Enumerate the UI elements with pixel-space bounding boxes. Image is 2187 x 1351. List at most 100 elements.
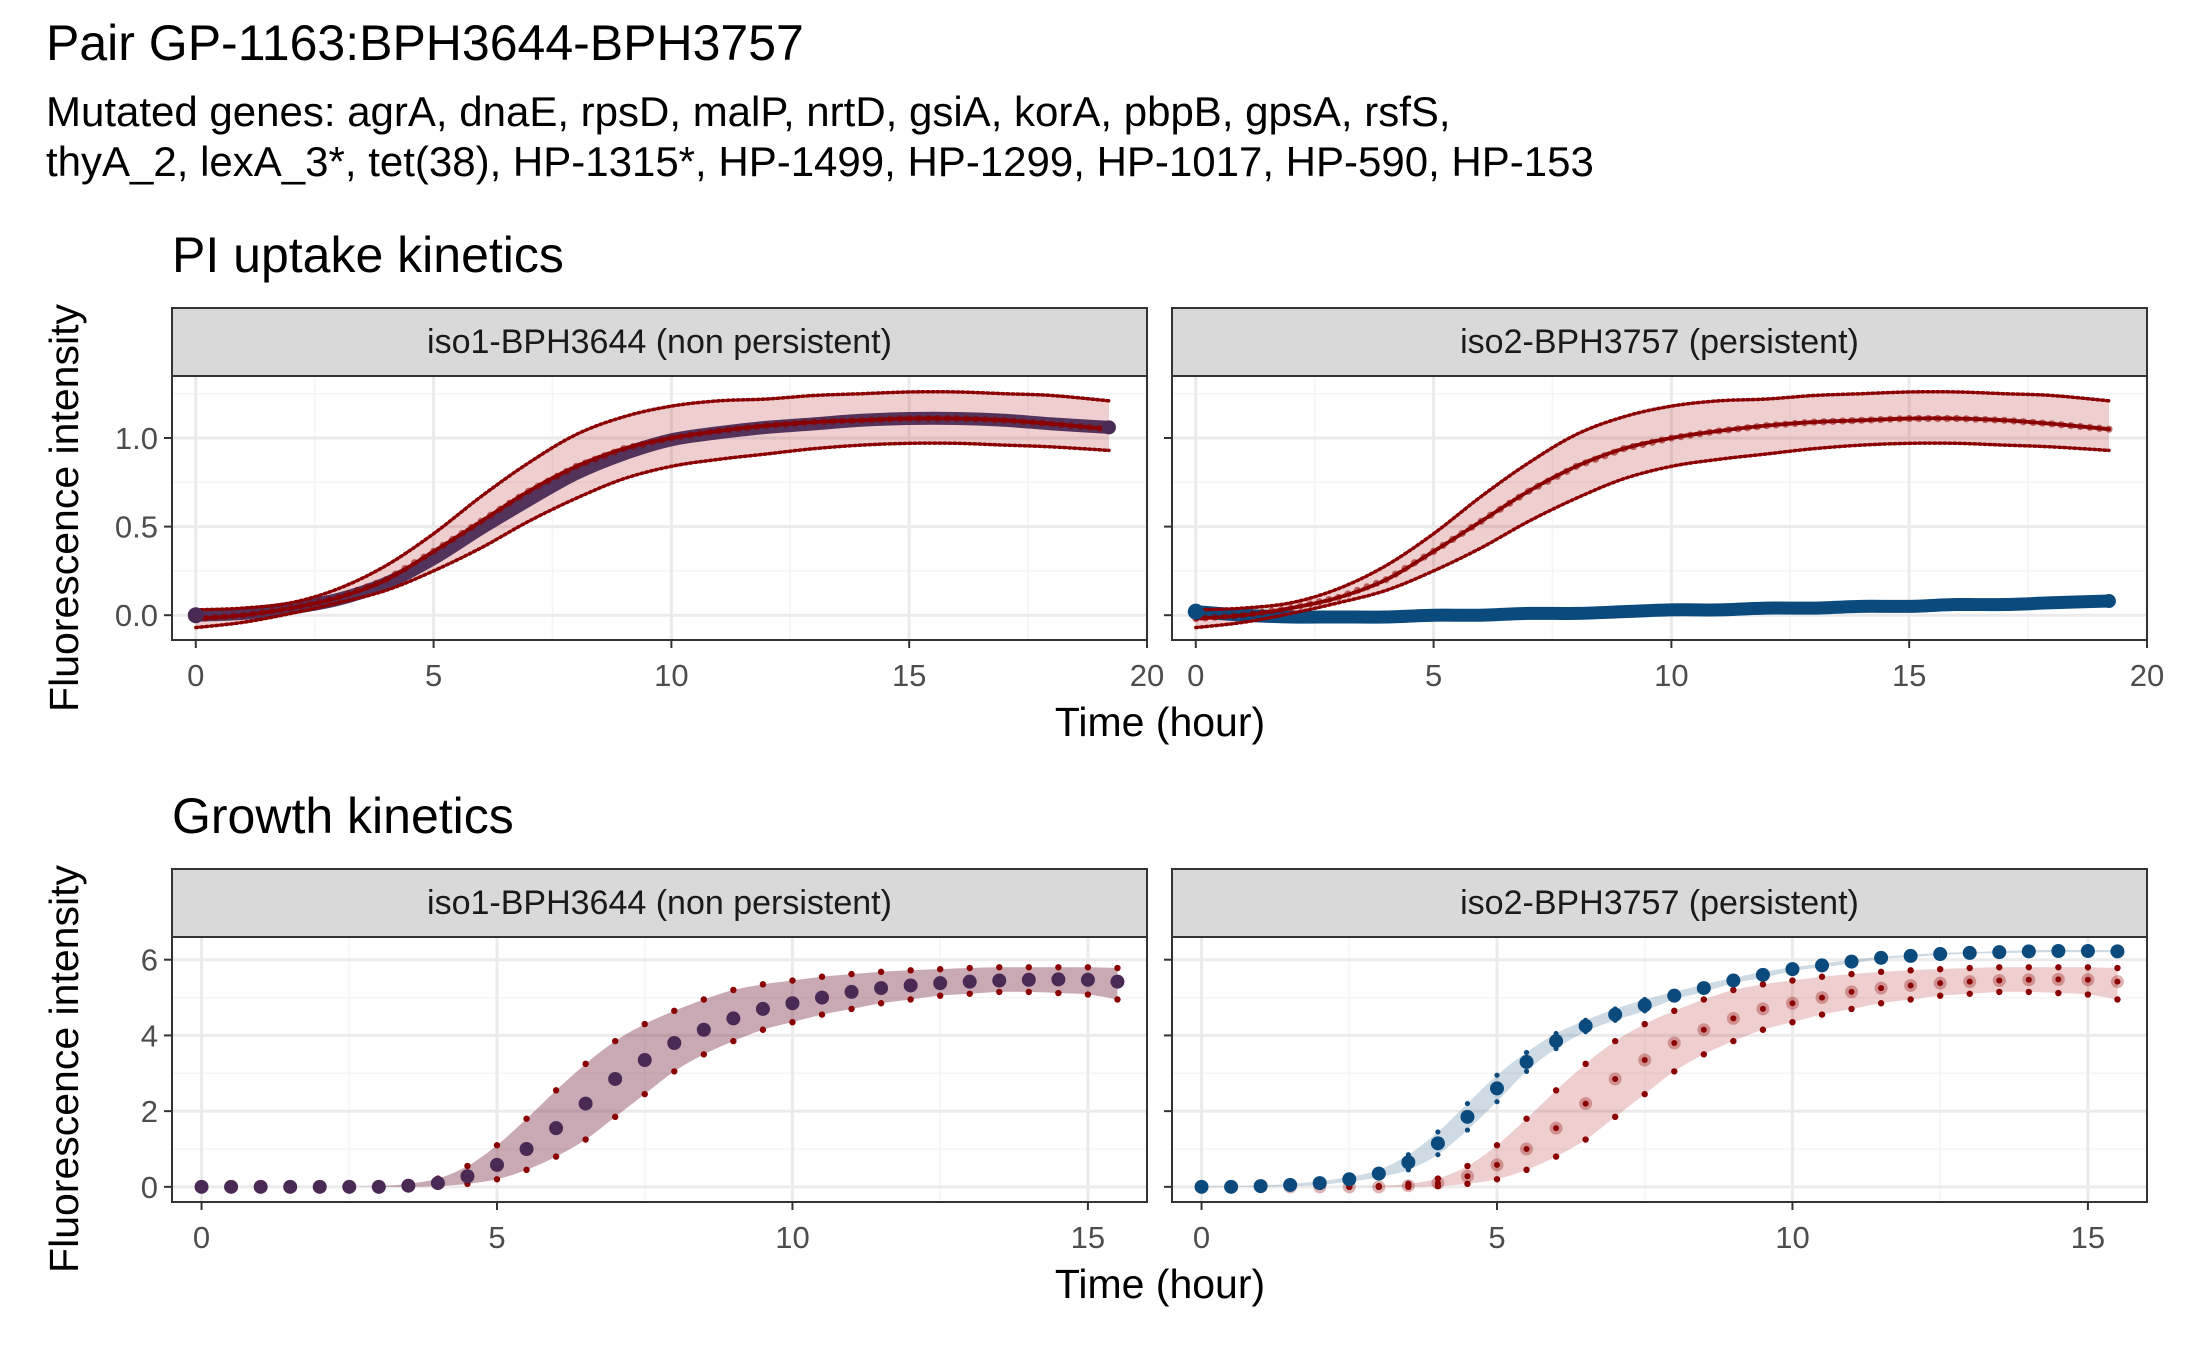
isolate-mean-point (549, 1121, 564, 1136)
reference-point (1724, 426, 1733, 434)
x-tick-label: 5 (488, 1220, 505, 1255)
reference-point (496, 505, 504, 513)
reference-point (705, 428, 714, 436)
reference-point (1010, 417, 1018, 425)
reference-point (743, 424, 752, 432)
reference-point (1572, 462, 1580, 470)
isolate-mean-point (312, 1179, 327, 1194)
reference-point (848, 417, 856, 425)
x-tick-label: 0 (1193, 1220, 1210, 1255)
x-tick-label: 15 (1071, 1220, 1105, 1255)
reference-upper-point (877, 968, 885, 976)
reference-point (829, 417, 837, 425)
isolate-mean-point (1962, 945, 1977, 960)
panel-border (171, 936, 1148, 1203)
reference-lower-point (2114, 996, 2121, 1003)
reference-point (867, 416, 875, 424)
reference-point (1019, 418, 1027, 426)
reference-point (734, 425, 742, 433)
x-tick-label: 10 (1775, 1220, 1809, 1255)
reference-point (2057, 421, 2065, 429)
reference-point (934, 414, 942, 423)
reference-point (1734, 425, 1742, 433)
x-tick-label: 0 (187, 658, 204, 693)
isolate-mean-point (992, 973, 1007, 988)
reference-upper-line (1194, 389, 2111, 612)
reference-lower-point (848, 1005, 855, 1013)
reference-point (1658, 436, 1666, 444)
reference-point (553, 472, 561, 480)
reference-lower-point (552, 1153, 560, 1160)
isolate-mean-point (1815, 958, 1829, 973)
reference-point (2019, 418, 2027, 426)
reference-point (1439, 541, 1447, 549)
reference-point (639, 440, 647, 448)
reference-point (858, 416, 866, 424)
x-tick-label: 15 (892, 658, 926, 693)
reference-upper-point (1671, 1007, 1678, 1015)
reference-point (762, 422, 771, 430)
reference-lower-point (1055, 989, 1062, 997)
isolate-mean-point (1224, 1179, 1239, 1194)
isolate-mean-point (1401, 1155, 1416, 1170)
y-axis-label-growth: Fluorescence intensity (41, 865, 87, 1273)
reference-lower-point (1641, 1090, 1648, 1098)
figure-subtitle-line2: thyA_2, lexA_3*, tet(38), HP-1315*, HP-1… (46, 138, 1594, 185)
reference-point (629, 442, 637, 451)
reference-mean-point (2055, 976, 2062, 983)
facet-strip (1171, 868, 2148, 938)
isolate-lower-point (1464, 1127, 1471, 1133)
reference-point (1306, 600, 1314, 608)
x-tick-label: 0 (1187, 658, 1204, 693)
isolate-mean-point (1992, 945, 2007, 960)
reference-point (2038, 419, 2046, 427)
reference-point (515, 493, 523, 501)
isolate-upper-point (1464, 1100, 1471, 1107)
y-tick-label: 0.5 (115, 510, 158, 545)
reference-upper-point (1996, 964, 2003, 971)
isolate-mean-point (2110, 944, 2125, 959)
reference-point (468, 523, 476, 531)
reference-point (753, 423, 761, 431)
reference-point (1772, 421, 1780, 429)
y-tick-label: 0.0 (115, 598, 158, 633)
reference-point (1038, 419, 1046, 427)
isolate-mean-point (1460, 1109, 1475, 1124)
reference-upper-point (996, 964, 1003, 971)
reference-point (1972, 415, 1980, 423)
isolate-mean-point (1080, 972, 1095, 987)
reference-lower-point (1907, 996, 1914, 1003)
reference-point (1353, 586, 1362, 594)
isolate-mean-point (1371, 1166, 1386, 1181)
isolate-upper-point (1435, 1129, 1441, 1135)
isolate-mean-point (1430, 1136, 1445, 1151)
reference-point (1515, 493, 1523, 501)
reference-point (1239, 611, 1247, 619)
reference-lower-point (1084, 991, 1092, 998)
chart-panels: iso1-BPH3644 (non persistent)0 5 10 15 200.0… (115, 307, 2164, 1255)
reference-point (353, 586, 362, 594)
reference-upper-line (194, 389, 1111, 612)
reference-point (1858, 416, 1866, 424)
reference-upper-point (671, 1007, 678, 1015)
isolate-mean-point (667, 1036, 682, 1050)
reference-point (401, 564, 409, 573)
reference-mean-point (1671, 1040, 1678, 1046)
reference-point (334, 593, 343, 602)
reference-ribbon (1201, 967, 2118, 1187)
reference-lower-point (2055, 989, 2062, 997)
reference-point (915, 414, 923, 423)
reference-point (1686, 431, 1695, 439)
reference-lower-point (936, 992, 944, 999)
facet-strip-label: iso2-BPH3757 (persistent) (1460, 323, 1859, 361)
reference-point (458, 529, 466, 537)
y-tick-label: 0 (141, 1170, 158, 1205)
reference-lower-point (996, 988, 1003, 996)
isolate-mean-point (726, 1011, 741, 1026)
reference-point (420, 553, 428, 561)
reference-point (2067, 422, 2075, 430)
isolate-mean-point (490, 1157, 504, 1172)
y-tick-label: 4 (141, 1018, 158, 1053)
reference-point (1848, 417, 1856, 425)
isolate-mean-point (1755, 967, 1770, 982)
